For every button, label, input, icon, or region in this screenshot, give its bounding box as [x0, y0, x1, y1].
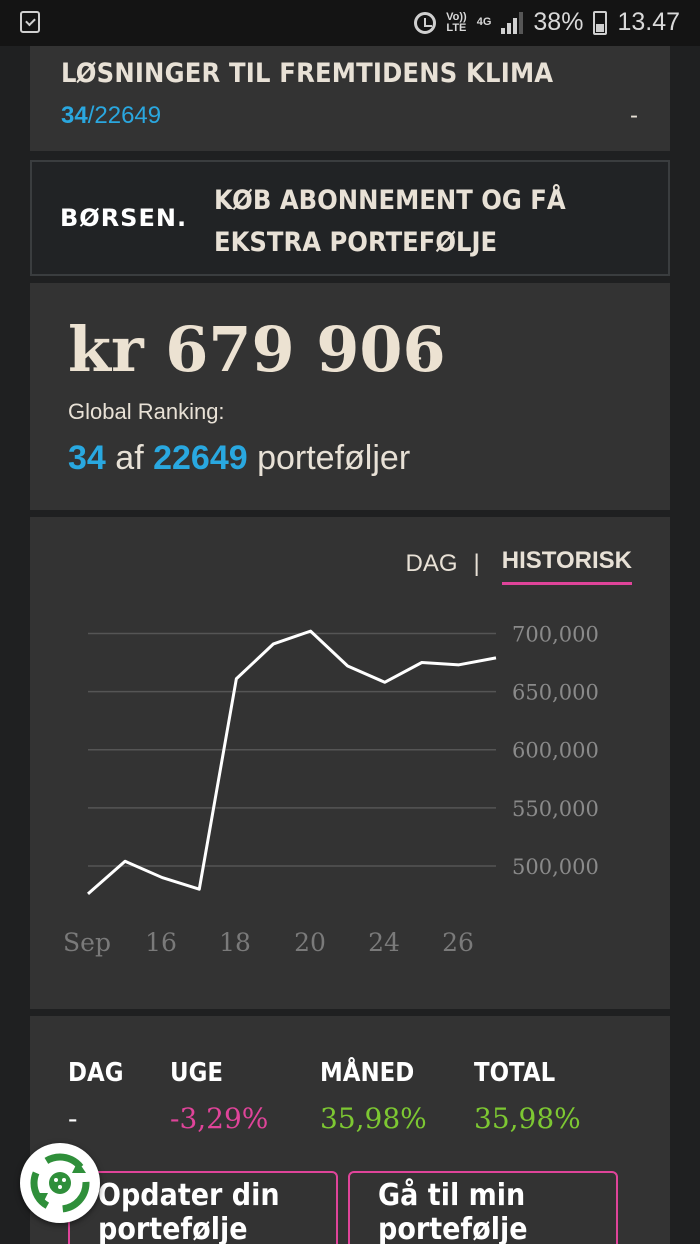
clock: 13.47	[617, 8, 680, 36]
network-type: 4G	[476, 16, 492, 28]
tab-separator: |	[473, 550, 480, 577]
ranking-position: 34	[68, 439, 106, 477]
recycle-fab-button[interactable]	[20, 1143, 100, 1223]
x-tick-label: 18	[219, 928, 251, 957]
stat-value: -	[68, 1102, 78, 1135]
ranking-total: 22649	[153, 439, 248, 477]
alarm-icon	[414, 11, 437, 34]
clipboard-check-icon	[20, 11, 40, 33]
tab-historisk[interactable]: HISTORISK	[501, 547, 633, 585]
chart-tabs: DAG | HISTORISK	[405, 547, 633, 585]
banner-text: KØB ABONNEMENT OG FÅ EKSTRA PORTEFØLJE	[214, 185, 566, 258]
stat-label: DAG	[68, 1058, 124, 1088]
y-tick-label: 650,000	[512, 681, 599, 705]
value-change: -	[413, 341, 423, 372]
x-tick-label: Sep	[63, 928, 111, 957]
x-tick-label: 26	[442, 928, 474, 957]
stat-label: MÅNED	[320, 1058, 415, 1088]
stat-value: 35,98%	[320, 1102, 427, 1135]
update-portfolio-button[interactable]: Opdater din portefølje	[68, 1171, 338, 1244]
history-chart: 700,000 650,000 600,000 550,000 500,000 Sep 16…	[63, 622, 599, 957]
x-tick-label: 20	[294, 928, 326, 957]
stat-label: TOTAL	[474, 1058, 556, 1088]
series-line	[87, 629, 497, 895]
y-tick-label: 550,000	[512, 797, 599, 821]
ranking-of: af	[115, 439, 144, 477]
portfolio-title: LØSNINGER TIL FREMTIDENS KLIMA	[61, 58, 554, 89]
portfolio-value: kr 679 906	[68, 313, 446, 386]
global-ranking: 34 af 22649 porteføljer	[68, 439, 410, 478]
y-tick-label: 500,000	[512, 855, 599, 879]
portfolio-change: -	[630, 102, 638, 129]
y-tick-label: 700,000	[512, 622, 599, 646]
goto-portfolio-button[interactable]: Gå til min portefølje	[348, 1171, 618, 1244]
stat-maned: MÅNED 35,98%	[320, 1058, 427, 1135]
status-icons: Vo)) LTE 4G 38% 13.47	[414, 8, 680, 37]
subscription-banner[interactable]: BØRSEN. KØB ABONNEMENT OG FÅ EKSTRA PORT…	[30, 160, 670, 276]
network-label: Vo)) LTE	[446, 10, 467, 34]
stat-dag: DAG -	[68, 1058, 131, 1135]
performance-card: DAG - UGE -3,29% MÅNED 35,98% TOTAL 35,9…	[30, 1016, 670, 1244]
signal-icon	[501, 11, 524, 34]
portfolio-rank: 34/22649	[61, 102, 162, 129]
global-ranking-label: Global Ranking:	[68, 399, 225, 424]
stat-value: 35,98%	[474, 1102, 581, 1135]
portfolio-value-card: kr 679 906 - Global Ranking: 34 af 22649…	[30, 283, 670, 510]
stat-value: -3,29%	[170, 1102, 269, 1135]
ranking-unit: porteføljer	[257, 439, 411, 477]
portfolio-header-card[interactable]: LØSNINGER TIL FREMTIDENS KLIMA 34/22649 …	[30, 46, 670, 151]
battery-icon	[593, 10, 608, 35]
x-tick-label: 16	[145, 928, 177, 957]
chart-card: 700,000 650,000 600,000 550,000 500,000 Sep 16…	[30, 517, 670, 1009]
battery-percent: 38%	[533, 8, 584, 36]
stat-label: UGE	[170, 1058, 223, 1088]
borsen-logo: BØRSEN.	[60, 204, 188, 232]
y-tick-label: 600,000	[512, 739, 599, 763]
x-tick-label: 24	[368, 928, 400, 957]
stat-uge: UGE -3,29%	[170, 1058, 268, 1135]
tab-dag[interactable]: DAG	[405, 550, 458, 577]
stat-total: TOTAL 35,98%	[474, 1058, 581, 1135]
status-bar: Vo)) LTE 4G 38% 13.47	[0, 0, 700, 46]
recycle-icon	[30, 1153, 90, 1213]
